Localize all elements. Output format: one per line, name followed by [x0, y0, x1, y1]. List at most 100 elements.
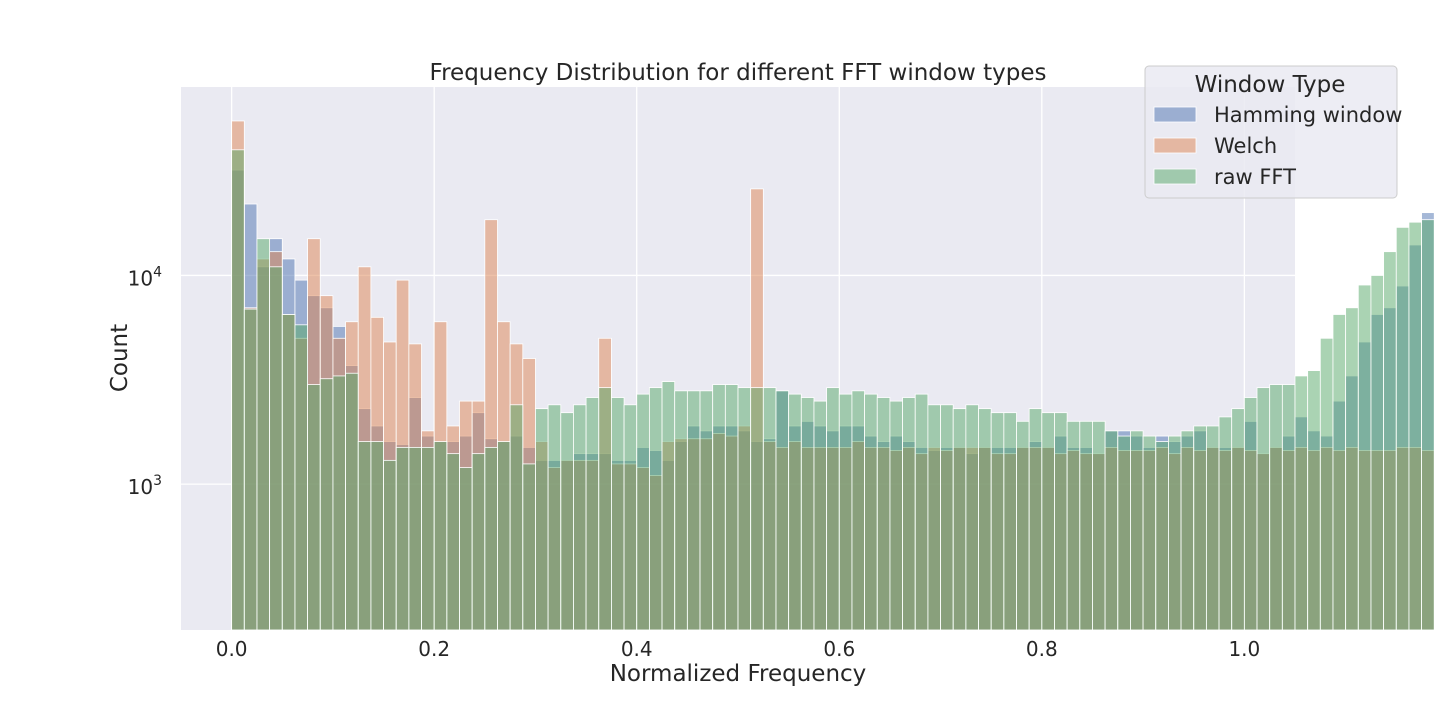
legend-swatch [1153, 168, 1197, 185]
bar [927, 404, 941, 631]
bar [1383, 251, 1397, 631]
bar [1193, 425, 1207, 631]
bar [408, 446, 422, 631]
x-tick-label: 0.6 [823, 637, 855, 661]
bar [281, 314, 296, 631]
bar [1016, 420, 1030, 631]
legend-swatch [1153, 106, 1197, 123]
chart-title: Frequency Distribution for different FFT… [430, 60, 1047, 86]
x-tick-label: 0.0 [216, 637, 248, 661]
y-axis-title: Count [107, 324, 133, 392]
bar [1370, 275, 1385, 631]
bar [990, 412, 1005, 631]
bar [1205, 425, 1220, 631]
x-tick-label: 0.4 [621, 637, 653, 661]
bar [471, 453, 486, 631]
bar [294, 324, 308, 631]
bar [724, 384, 739, 631]
bar [1003, 412, 1017, 631]
bar [762, 387, 777, 631]
x-tick-label: 0.2 [418, 637, 450, 661]
bar [1408, 221, 1422, 631]
bar [370, 441, 384, 631]
bar [1332, 314, 1347, 631]
bar [1142, 435, 1157, 631]
bar [636, 393, 650, 631]
bar [332, 375, 346, 631]
bar [1079, 420, 1093, 631]
bar [383, 459, 397, 631]
series-raw-fft [231, 149, 1435, 631]
bar [1345, 307, 1359, 631]
bar [421, 446, 435, 631]
legend-label: raw FFT [1214, 165, 1296, 189]
bar [497, 441, 511, 631]
bar [256, 238, 271, 631]
bar [1243, 397, 1258, 631]
bar [446, 453, 460, 631]
bar [978, 408, 992, 631]
bar [952, 408, 967, 631]
bar [1168, 435, 1182, 631]
bar [851, 390, 865, 631]
bar [357, 441, 372, 631]
bar [1294, 375, 1309, 631]
bar [800, 397, 815, 631]
bar [674, 390, 688, 631]
bar [560, 412, 574, 631]
bar [826, 387, 840, 631]
bar [1066, 420, 1081, 631]
x-tick-label: 1.0 [1228, 637, 1260, 661]
bar [699, 390, 714, 631]
bar [1054, 412, 1068, 631]
bar [1041, 412, 1055, 631]
bar [1421, 219, 1435, 631]
legend: Window Type Hamming window Welch raw FFT [1144, 65, 1402, 199]
y-tick-label: 103 [128, 473, 162, 499]
x-tick-labels: 0.0 0.2 0.4 0.6 0.8 1.0 [216, 637, 1261, 661]
bar [307, 384, 321, 631]
bar [459, 467, 473, 631]
bar [611, 397, 625, 631]
bar [1357, 284, 1372, 631]
bar [889, 400, 903, 631]
bar [522, 463, 536, 631]
bar [623, 404, 638, 631]
bar [243, 308, 258, 631]
bar [1092, 420, 1106, 631]
bar [547, 404, 562, 631]
bar [788, 393, 802, 631]
bar [585, 397, 600, 631]
bar [648, 387, 663, 631]
bar [940, 404, 954, 631]
bar [1281, 384, 1296, 631]
bar [598, 387, 612, 631]
bar [319, 378, 334, 631]
bar [1307, 370, 1321, 631]
bar [345, 372, 359, 631]
x-tick-label: 0.8 [1026, 637, 1058, 661]
bar [914, 393, 929, 631]
bar [902, 397, 916, 631]
legend-swatch [1153, 137, 1197, 154]
bar [1218, 416, 1233, 631]
legend-items: Hamming window Welch raw FFT [1153, 103, 1402, 189]
bar [661, 381, 676, 631]
bar [1256, 387, 1271, 631]
bar [813, 400, 828, 631]
bar [1104, 430, 1119, 631]
bar [433, 441, 448, 631]
bar [484, 446, 498, 631]
bar [395, 446, 410, 631]
bar [686, 390, 701, 631]
bar [775, 390, 790, 631]
legend-title: Window Type [1195, 72, 1346, 98]
y-tick-labels: 103 104 [128, 264, 162, 499]
bar [1231, 408, 1245, 631]
y-tick-label: 104 [128, 264, 162, 290]
legend-label: Welch [1214, 134, 1277, 158]
bar [1395, 226, 1410, 631]
bar [509, 404, 524, 631]
bar [573, 404, 587, 631]
